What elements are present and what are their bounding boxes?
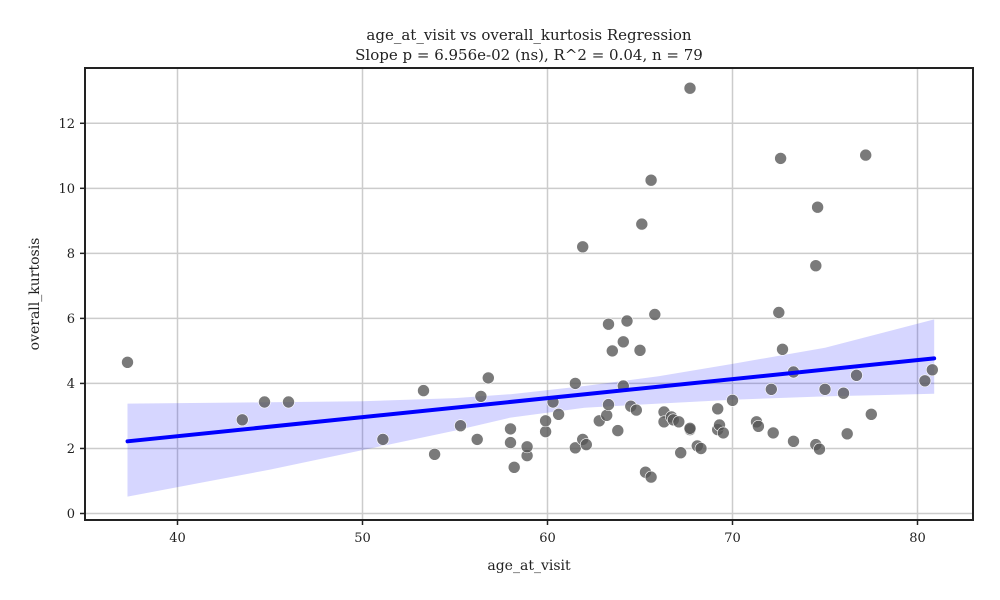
data-point	[774, 152, 787, 165]
data-point	[236, 413, 249, 427]
data-point	[674, 446, 688, 460]
data-point	[787, 434, 800, 448]
data-point	[454, 419, 467, 433]
data-point	[752, 419, 765, 433]
data-point	[579, 438, 593, 451]
data-point	[925, 363, 939, 377]
data-point	[282, 395, 295, 409]
data-point	[918, 374, 932, 388]
data-point	[507, 460, 521, 474]
data-point	[813, 442, 826, 456]
data-point	[504, 422, 517, 436]
data-point	[611, 424, 625, 437]
data-point	[726, 393, 739, 407]
regression-line-layer	[125, 356, 937, 444]
data-point	[809, 259, 823, 273]
data-point	[376, 433, 390, 446]
data-point	[648, 308, 662, 321]
data-point	[840, 427, 854, 441]
data-point	[539, 414, 552, 428]
data-point	[121, 355, 134, 369]
data-point	[504, 436, 517, 449]
confidence-band-layer	[127, 319, 935, 497]
y-tick-label: 12	[58, 117, 75, 132]
y-tick-label: 6	[67, 312, 75, 327]
data-point	[811, 200, 824, 214]
data-point	[602, 398, 615, 411]
data-point	[859, 148, 873, 162]
scatter-points	[121, 81, 939, 484]
data-point	[576, 240, 590, 254]
x-tick-label: 80	[909, 531, 926, 546]
data-point	[837, 386, 850, 400]
data-point	[635, 217, 649, 231]
data-point	[716, 426, 730, 440]
y-tick-label: 10	[58, 182, 75, 197]
data-point	[818, 382, 832, 396]
data-point	[417, 384, 430, 397]
data-point	[766, 426, 780, 440]
data-point	[772, 306, 786, 319]
data-point	[552, 407, 565, 421]
y-tick-label: 8	[67, 247, 75, 262]
data-point	[600, 408, 614, 422]
data-point	[428, 447, 441, 461]
data-point	[474, 390, 488, 403]
data-point	[481, 371, 495, 385]
data-point	[470, 433, 484, 446]
plot-frame	[84, 67, 974, 521]
x-tick-label: 60	[539, 531, 556, 546]
data-point	[629, 403, 643, 417]
data-point	[764, 382, 778, 396]
data-point	[850, 368, 863, 382]
x-axis-label: age_at_visit	[487, 558, 571, 574]
data-point	[644, 173, 658, 187]
data-point	[683, 421, 697, 435]
data-point	[520, 440, 534, 454]
data-point	[776, 342, 789, 356]
axis-ticks: 40 50 60 70 80 0 2 4 6 8 10 12	[58, 117, 925, 546]
data-point	[694, 442, 708, 455]
y-tick-label: 0	[67, 507, 75, 522]
data-point	[568, 377, 582, 390]
data-point	[644, 470, 658, 484]
x-tick-label: 40	[169, 531, 186, 546]
data-point	[539, 425, 552, 438]
data-point	[672, 415, 686, 429]
regression-line	[125, 356, 937, 444]
confidence-band	[127, 319, 935, 497]
data-point	[602, 317, 615, 331]
data-point	[633, 343, 647, 357]
chart-subtitle: Slope p = 6.956e-02 (ns), R^2 = 0.04, n …	[355, 46, 703, 64]
x-tick-label: 50	[354, 531, 371, 546]
data-point	[711, 402, 725, 416]
data-point	[605, 344, 619, 358]
data-point	[864, 407, 878, 421]
data-point	[683, 81, 697, 95]
chart-title: age_at_visit vs overall_kurtosis Regress…	[366, 26, 691, 44]
data-point	[258, 395, 271, 409]
data-point	[616, 335, 630, 349]
y-tick-label: 4	[67, 377, 75, 392]
data-point	[620, 314, 634, 328]
y-tick-label: 2	[67, 442, 75, 457]
y-axis-label: overall_kurtosis	[27, 238, 43, 351]
x-tick-label: 70	[724, 531, 741, 546]
grid	[85, 68, 973, 520]
